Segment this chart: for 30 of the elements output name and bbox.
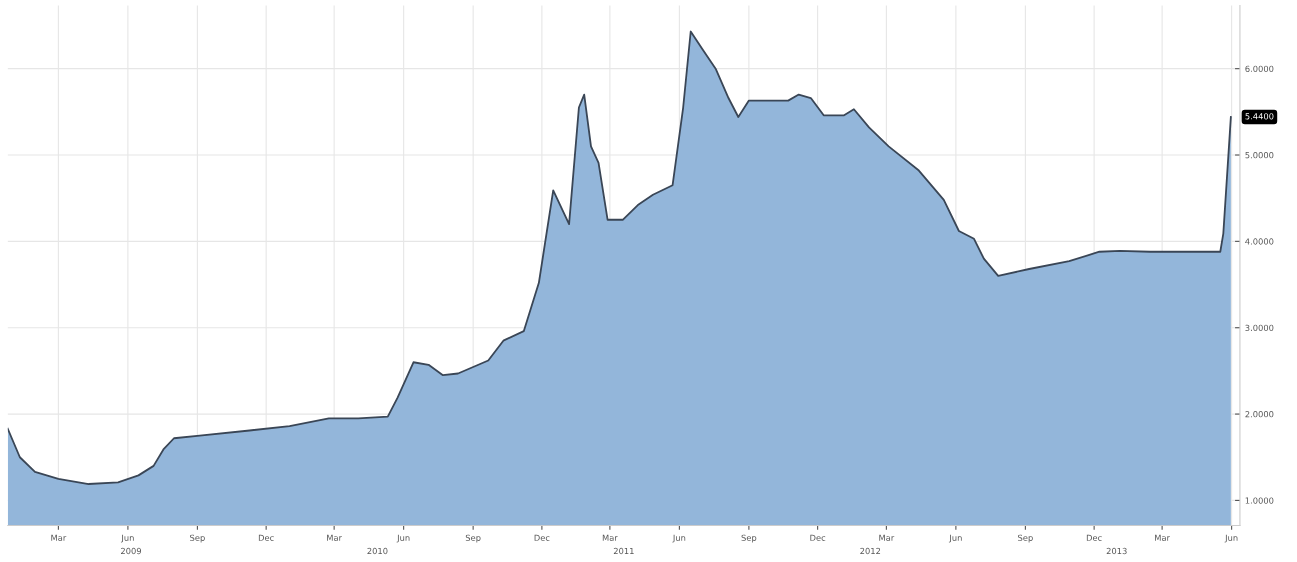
x-tick-label: Mar <box>327 534 342 541</box>
text: 2010 <box>367 547 388 555</box>
y-tick-label: 4.0000 <box>1245 238 1274 245</box>
x-tick-label: Dec <box>534 534 550 541</box>
x-tick-label: Mar <box>879 534 895 541</box>
y-tick-label: 2.0000 <box>1245 411 1274 418</box>
x-tick-label: Dec <box>810 534 826 541</box>
text: 2009 <box>121 547 142 555</box>
x-tick-label: Jun <box>1224 534 1238 543</box>
text: 2013 <box>1106 547 1127 555</box>
x-tick-label: Jun <box>120 534 134 543</box>
x-tick-label: Dec <box>1086 534 1102 541</box>
x-tick-label: Sep <box>465 534 481 543</box>
annotation: 5.4400 <box>1245 113 1274 120</box>
x-tick-label: Sep <box>190 534 205 543</box>
x-tick-label: Mar <box>1155 534 1170 541</box>
x-tick-label: Mar <box>51 534 67 541</box>
y-tick-label: 6.0000 <box>1245 65 1274 72</box>
x-tick-label: Jun <box>948 534 962 543</box>
x-tick-label: Sep <box>1018 534 1033 543</box>
x-tick-label: Dec <box>258 534 274 541</box>
text: 2012 <box>860 547 881 555</box>
x-tick-label: Sep <box>741 534 757 543</box>
x-tick-label: Mar <box>602 534 618 541</box>
x-tick-label: Jun <box>672 534 686 543</box>
y-tick-label: 1.0000 <box>1245 497 1274 504</box>
x-tick-label: Jun <box>396 534 410 543</box>
y-tick-label: 5.0000 <box>1245 151 1274 159</box>
y-tick-label: 3.0000 <box>1245 324 1274 331</box>
text: 2011 <box>613 547 634 555</box>
